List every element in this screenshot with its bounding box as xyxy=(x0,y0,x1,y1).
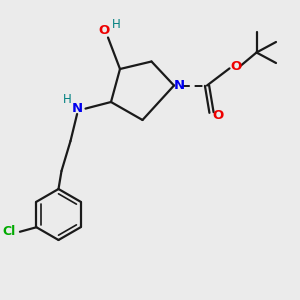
Text: Cl: Cl xyxy=(2,225,15,238)
Text: H: H xyxy=(112,17,121,31)
Text: H: H xyxy=(63,92,72,106)
Text: O: O xyxy=(230,60,241,73)
Text: O: O xyxy=(99,24,110,38)
Text: N: N xyxy=(71,101,83,115)
Text: N: N xyxy=(174,79,185,92)
Text: O: O xyxy=(212,109,224,122)
